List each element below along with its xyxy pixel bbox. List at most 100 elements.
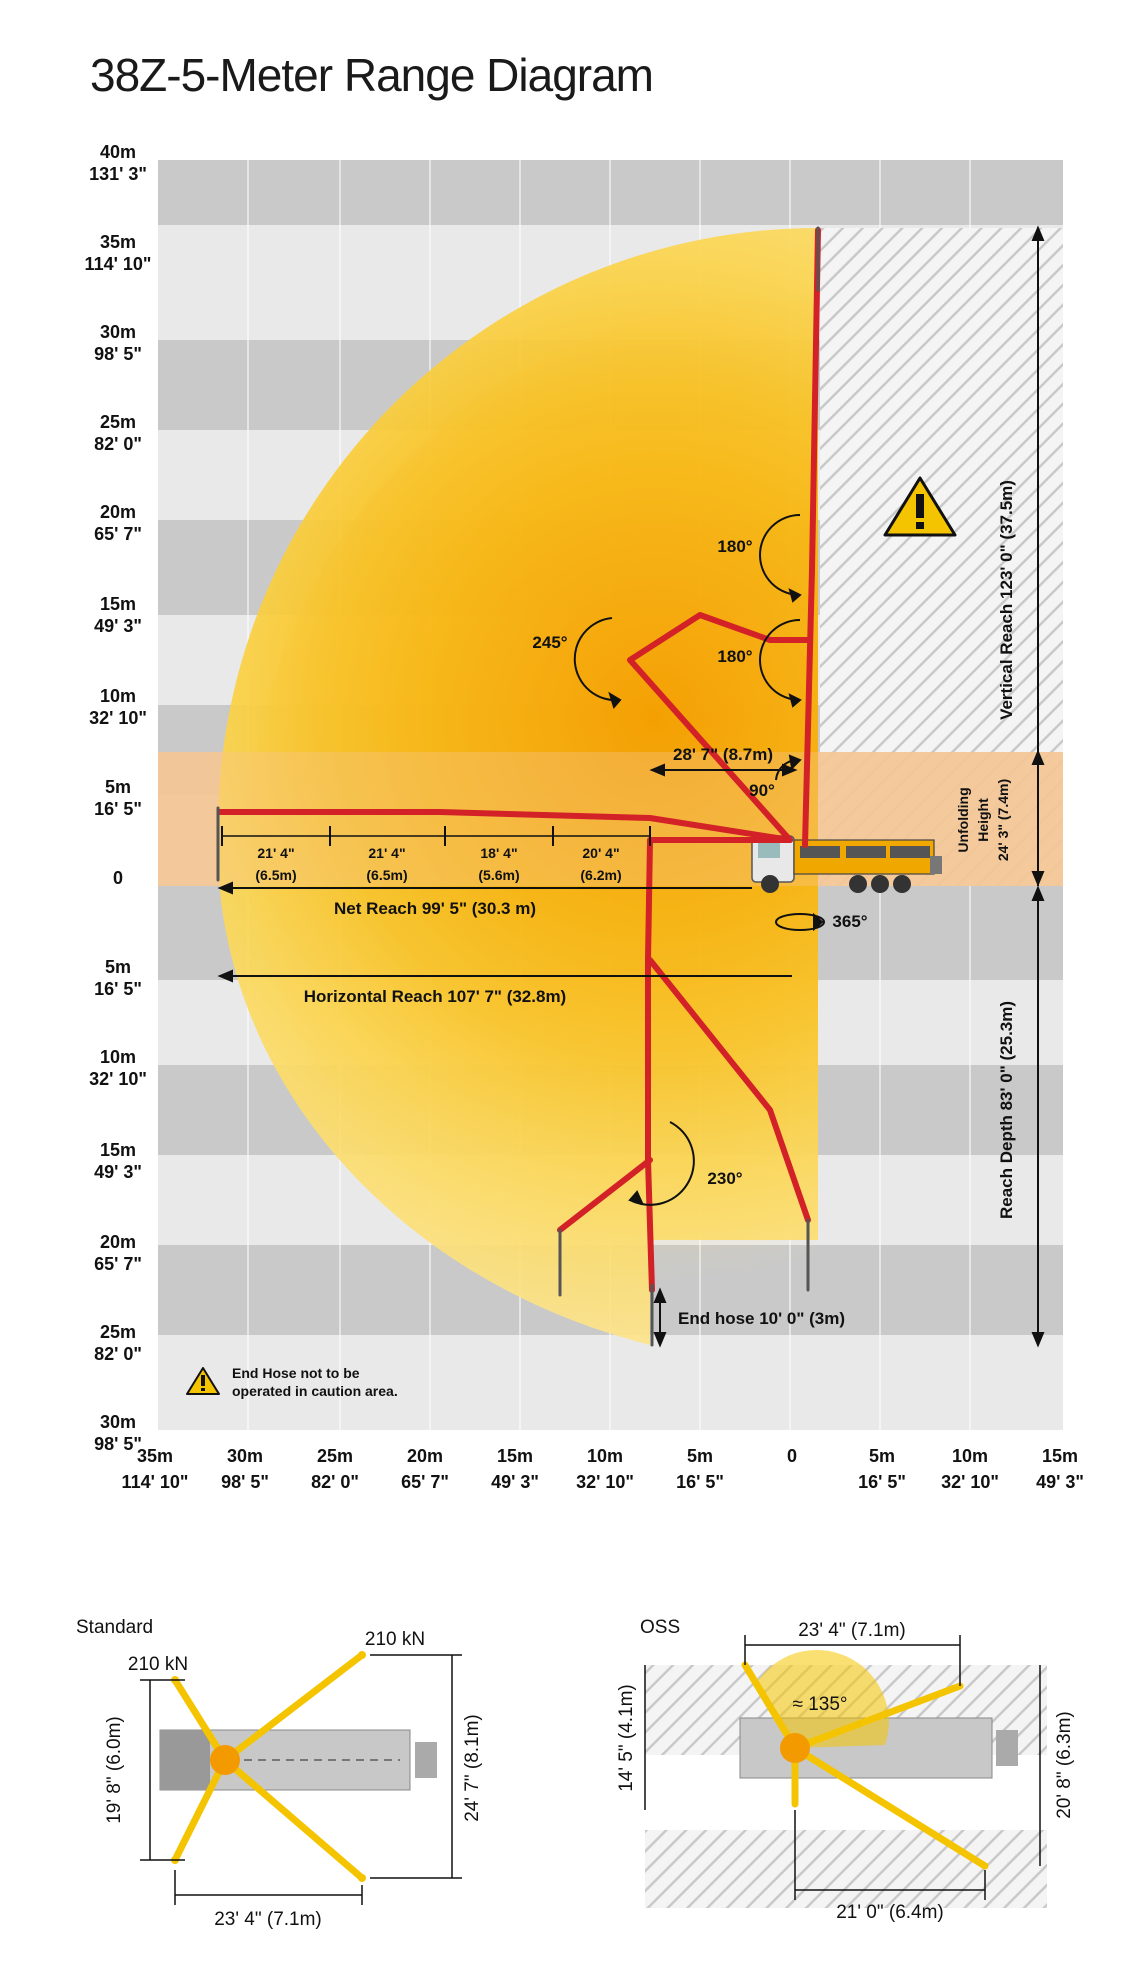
angle-365-label: 365° bbox=[832, 912, 867, 931]
standard-height-right: 24' 7" (8.1m) bbox=[462, 1714, 483, 1822]
net-reach-label: Net Reach 99' 5" (30.3 m) bbox=[334, 899, 536, 918]
y-tick-ft: 98' 5" bbox=[94, 1434, 142, 1454]
standard-title: Standard bbox=[76, 1617, 153, 1638]
y-tick-ft: 114' 10" bbox=[85, 254, 152, 274]
x-tick-m: 15m bbox=[1042, 1446, 1078, 1466]
y-tick-ft: 16' 5" bbox=[94, 799, 142, 819]
section-3-ft: 18' 4" bbox=[480, 845, 517, 861]
x-tick-ft: 32' 10" bbox=[576, 1472, 634, 1492]
caution-note-icon bbox=[186, 1367, 220, 1395]
oss-diagram: OSS 23' 4" (7.1m) 21' 0" (6.4m) 14' 5" (… bbox=[616, 1617, 1075, 1923]
x-tick-ft: 16' 5" bbox=[676, 1472, 724, 1492]
y-tick-ft: 82' 0" bbox=[94, 434, 142, 454]
y-tick-ft: 65' 7" bbox=[94, 1254, 142, 1274]
section-2-ft: 21' 4" bbox=[368, 845, 405, 861]
section-3-m: (5.6m) bbox=[478, 867, 519, 883]
dim-28ft-label: 28' 7" (8.7m) bbox=[673, 745, 773, 764]
vertical-reach-label: Vertical Reach 123' 0" (37.5m) bbox=[997, 480, 1016, 720]
x-tick-ft: 82' 0" bbox=[311, 1472, 359, 1492]
x-tick-m: 10m bbox=[587, 1446, 623, 1466]
y-tick-m: 30m bbox=[100, 1412, 136, 1432]
y-tick-ft: 98' 5" bbox=[94, 344, 142, 364]
reach-depth-label: Reach Depth 83' 0" (25.3m) bbox=[997, 1001, 1016, 1219]
section-1-ft: 21' 4" bbox=[257, 845, 294, 861]
y-tick-m: 30m bbox=[100, 322, 136, 342]
y-tick-m: 20m bbox=[100, 502, 136, 522]
unfolding-label-3: 24' 3" (7.4m) bbox=[995, 779, 1011, 861]
y-tick-m: 25m bbox=[100, 1322, 136, 1342]
x-tick-m: 5m bbox=[869, 1446, 895, 1466]
unfolding-label-2: Height bbox=[975, 798, 991, 842]
x-tick-ft: 32' 10" bbox=[941, 1472, 999, 1492]
caution-note-line1: End Hose not to be bbox=[232, 1365, 360, 1381]
warning-triangle-icon bbox=[883, 476, 957, 537]
boom-section-labels: 21' 4" (6.5m) 21' 4" (6.5m) 18' 4" (5.6m… bbox=[255, 845, 621, 883]
x-tick-ft: 16' 5" bbox=[858, 1472, 906, 1492]
standard-height-left: 19' 8" (6.0m) bbox=[104, 1716, 125, 1824]
x-axis-ticks: 35m 114' 10" 30m 98' 5" 25m 82' 0" 20m 65' 7" 15… bbox=[122, 1446, 1084, 1492]
section-2-m: (6.5m) bbox=[366, 867, 407, 883]
x-tick-m: 5m bbox=[687, 1446, 713, 1466]
standard-force-left: 210 kN bbox=[128, 1654, 188, 1675]
x-tick-m: 30m bbox=[227, 1446, 263, 1466]
unfolding-label-1: Unfolding bbox=[955, 787, 971, 852]
x-tick-ft: 49' 3" bbox=[491, 1472, 539, 1492]
section-4-ft: 20' 4" bbox=[582, 845, 619, 861]
y-tick-m: 25m bbox=[100, 412, 136, 432]
y-tick-m: 0 bbox=[113, 868, 123, 888]
angle-230-label: 230° bbox=[707, 1169, 742, 1188]
y-tick-m: 20m bbox=[100, 1232, 136, 1252]
truck bbox=[751, 835, 942, 893]
x-tick-m: 10m bbox=[952, 1446, 988, 1466]
y-tick-m: 40m bbox=[100, 142, 136, 162]
section-1-m: (6.5m) bbox=[255, 867, 296, 883]
y-tick-m: 10m bbox=[100, 1047, 136, 1067]
y-tick-ft: 82' 0" bbox=[94, 1344, 142, 1364]
angle-180-upper-label: 180° bbox=[717, 537, 752, 556]
y-tick-ft: 32' 10" bbox=[89, 708, 147, 728]
x-tick-ft: 49' 3" bbox=[1036, 1472, 1084, 1492]
oss-width-top: 23' 4" (7.1m) bbox=[798, 1620, 906, 1641]
caution-note-line2: operated in caution area. bbox=[232, 1383, 398, 1399]
x-tick-ft: 114' 10" bbox=[122, 1472, 189, 1492]
x-tick-ft: 65' 7" bbox=[401, 1472, 449, 1492]
x-tick-m: 35m bbox=[137, 1446, 173, 1466]
section-4-m: (6.2m) bbox=[580, 867, 621, 883]
x-tick-m: 15m bbox=[497, 1446, 533, 1466]
y-tick-m: 5m bbox=[105, 957, 131, 977]
page-title: 38Z-5-Meter Range Diagram bbox=[90, 49, 654, 101]
horizontal-reach-label: Horizontal Reach 107' 7" (32.8m) bbox=[304, 987, 566, 1006]
oss-height-left: 14' 5" (4.1m) bbox=[616, 1684, 637, 1792]
dimension-lines bbox=[217, 225, 1045, 1348]
y-tick-ft: 131' 3" bbox=[89, 164, 147, 184]
y-tick-m: 35m bbox=[100, 232, 136, 252]
y-tick-ft: 49' 3" bbox=[94, 616, 142, 636]
oss-title: OSS bbox=[640, 1617, 680, 1638]
y-tick-m: 5m bbox=[105, 777, 131, 797]
end-hose-label: End hose 10' 0" (3m) bbox=[678, 1309, 845, 1328]
angle-90-label: 90° bbox=[749, 781, 775, 800]
standard-diagram: Standard 210 kN 210 kN 19' 8" (6 bbox=[76, 1617, 483, 1930]
oss-width-bottom: 21' 0" (6.4m) bbox=[836, 1902, 944, 1923]
y-tick-ft: 49' 3" bbox=[94, 1162, 142, 1182]
x-tick-ft: 98' 5" bbox=[221, 1472, 269, 1492]
y-tick-m: 10m bbox=[100, 686, 136, 706]
oss-height-right: 20' 8" (6.3m) bbox=[1054, 1711, 1075, 1819]
standard-width-bottom: 23' 4" (7.1m) bbox=[214, 1909, 322, 1930]
x-tick-m: 0 bbox=[787, 1446, 797, 1466]
standard-force-right: 210 kN bbox=[365, 1629, 425, 1650]
x-tick-m: 20m bbox=[407, 1446, 443, 1466]
rotation-arrows bbox=[573, 514, 825, 1206]
y-tick-m: 15m bbox=[100, 594, 136, 614]
x-tick-m: 25m bbox=[317, 1446, 353, 1466]
y-tick-ft: 16' 5" bbox=[94, 979, 142, 999]
y-tick-ft: 32' 10" bbox=[89, 1069, 147, 1089]
y-tick-ft: 65' 7" bbox=[94, 524, 142, 544]
oss-angle-label: ≈ 135° bbox=[792, 1694, 847, 1715]
boom-configurations bbox=[216, 226, 821, 1347]
y-tick-m: 15m bbox=[100, 1140, 136, 1160]
angle-180-lower-label: 180° bbox=[717, 647, 752, 666]
angle-245-label: 245° bbox=[532, 633, 567, 652]
